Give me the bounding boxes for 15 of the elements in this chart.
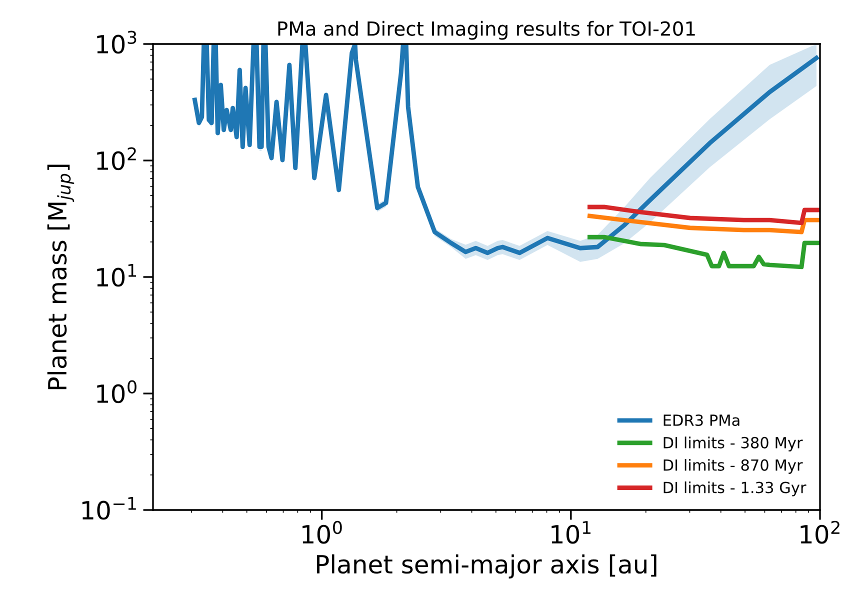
x-tick-label: 10$^{0}$ [302,520,342,544]
y-tick-label: 10$^{0}$ [97,380,136,404]
legend-label: DI limits - 1.33 Gyr [664,481,806,496]
legend-label: DI limits - 870 Myr [664,459,803,474]
chart-title: PMa and Direct Imaging results for TOI-201 [278,20,695,40]
legend-label: EDR3 PMa [664,414,740,426]
y-tick-label: 10$^{2}$ [97,147,136,170]
legend-label: DI limits - 380 Myr [664,436,803,452]
y-tick-label: 10$^{3}$ [97,30,136,54]
y-tick-label: 10$^{−1}$ [82,497,136,520]
x-tick-label: 10$^{2}$ [800,520,840,544]
x-tick-label: 10$^{1}$ [552,521,590,544]
x-axis-title: Planet semi-major axis [au] [317,554,656,579]
y-tick-label: 10$^{1}$ [97,264,136,287]
y-axis-title: Planet mass [M$_{jup}$] [47,164,74,390]
